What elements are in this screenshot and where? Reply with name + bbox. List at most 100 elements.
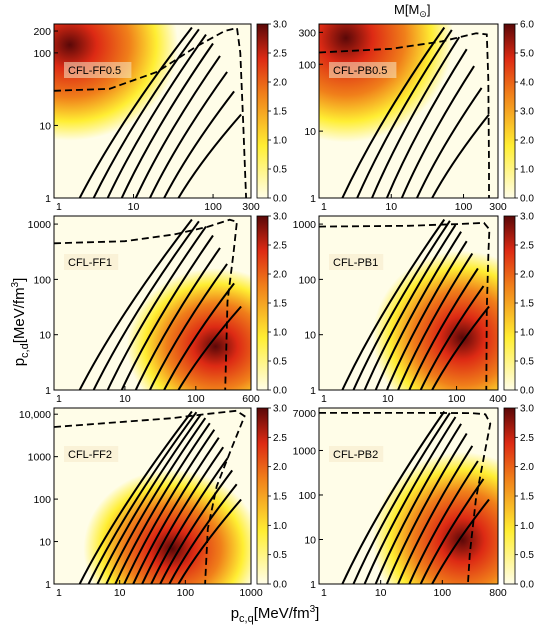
heatmap-field: [54, 216, 251, 390]
contour-line: [105, 417, 207, 584]
contour-line: [148, 71, 228, 198]
contour-line: [120, 234, 214, 390]
panel-label: CFL-PB1: [333, 257, 378, 269]
colorbar-tick-label: 0.5: [520, 357, 534, 368]
y-tick-label: 100: [298, 274, 316, 286]
colorbar: [256, 23, 269, 199]
colorbar-tick-label: 2.5: [273, 433, 287, 444]
contour-line: [341, 410, 446, 584]
panel-cfl-ff2: CFL-FF2 1 10 100 1000 1 10 100 1000 10,000 0.0 0.5 1…: [19, 404, 287, 600]
colorbar-tick-label: 5.0: [520, 49, 534, 60]
colorbar-tick-label: 0.5: [520, 550, 534, 561]
contour-line: [177, 498, 242, 584]
colorbar-tick-label: 3.0: [273, 212, 287, 223]
colorbar-tick-label: 1.0: [520, 328, 534, 339]
contour-line: [150, 457, 229, 584]
x-tick-label: 600: [242, 393, 260, 405]
contour-line: [134, 247, 221, 390]
contour-line: [374, 231, 462, 390]
heatmap-field: [319, 24, 498, 198]
y-tick-label: 1000: [28, 219, 52, 231]
heatmap-field: [54, 24, 251, 198]
dashed-boundary: [54, 26, 247, 198]
colorbar-tick-label: 0.0: [273, 194, 287, 205]
y-tick-label: 1: [310, 579, 316, 591]
panel-cfl-pb2: CFL-PB2 1 10 100 800 1 10 100 1000 7000 0.0 0.5 1.0 1…: [293, 404, 535, 600]
panel-label: CFL-FF0.5: [68, 65, 121, 77]
dashed-boundary: [319, 411, 492, 584]
x-tick-label: 100: [455, 201, 473, 213]
contour-line: [114, 422, 211, 584]
colorbar-tick-label: 3.0: [273, 404, 287, 415]
contour-line: [78, 26, 193, 198]
x-tick-label: 10: [114, 587, 126, 599]
colorbar-tick-label: 1.0: [520, 521, 534, 532]
x-tick-label: 100: [448, 393, 466, 405]
y-tick-label: 1: [45, 385, 51, 397]
contour-line: [419, 478, 485, 584]
contour-line: [159, 469, 234, 584]
plot-frame: [318, 23, 499, 199]
colorbar-title: M[M⊙]: [394, 2, 430, 19]
x-tick-label: 1: [56, 393, 62, 405]
y-tick-label: 1000: [293, 219, 317, 231]
x-tick-label: 10: [128, 201, 140, 213]
contour-line: [134, 55, 221, 198]
panel-label-box: [64, 446, 119, 462]
contour-line: [431, 305, 490, 390]
x-tick-label: 1: [56, 587, 62, 599]
colorbar-tick-label: 6.0: [520, 20, 534, 31]
heatmap-field: [54, 408, 251, 584]
contour-line: [141, 446, 225, 584]
colorbar: [503, 407, 516, 585]
colorbar-tick-label: 0.5: [273, 550, 287, 561]
colorbar-tick-label: 0.0: [520, 386, 534, 397]
contour-line: [363, 416, 457, 584]
y-tick-label: 10,000: [19, 409, 51, 421]
x-axis-label: pc,q[MeV/fm3]: [231, 604, 320, 625]
contour-line: [341, 26, 446, 198]
panel-label-box: [329, 446, 384, 462]
y-axis-label: pc,d[MeV/fm3]: [10, 278, 31, 367]
x-tick-label: 1: [321, 201, 327, 213]
y-tick-label: 100: [33, 494, 51, 506]
x-tick-label: 800: [489, 587, 507, 599]
x-tick-label: 100: [187, 393, 205, 405]
plot-frame: [53, 407, 252, 585]
y-tick-label: 1000: [293, 445, 317, 457]
panel-cfl-ff0-5: CFL-FF0.5 1 10 100 300 1 10 100 200 0.0 0.5 1.0 1.5 2…: [33, 20, 287, 214]
colorbar-tick-label: 2.0: [520, 462, 534, 473]
panel-label: CFL-PB2: [333, 449, 378, 461]
panel-cfl-ff1: CFL-FF1 1 10 100 600 1 10 100 1000 0.0 0.5 1.0 1.5 2.…: [28, 212, 288, 406]
x-tick-label: 100: [177, 587, 195, 599]
contour-line: [431, 498, 490, 584]
y-tick-label: 10: [39, 120, 51, 132]
contour-line: [96, 413, 202, 584]
y-tick-label: 200: [33, 26, 51, 38]
colorbar-tick-label: 2.5: [273, 241, 287, 252]
y-tick-label: 100: [33, 48, 51, 60]
y-tick-label: 1: [310, 385, 316, 397]
dashed-boundary: [54, 218, 238, 390]
colorbar-tick-label: 2.0: [520, 270, 534, 281]
panel-cfl-pb0-5: CFL-PB0.5 1 10 100 300 1 10 100 300 0.0 1.0 2.0 3.0 4…: [298, 20, 534, 214]
contour-line: [363, 224, 457, 390]
panel-cfl-pb1: CFL-PB1 1 10 100 400 1 10 100 1000 0.0 0.5 1.0 1.5 2.…: [293, 212, 535, 406]
colorbar-tick-label: 1.5: [520, 492, 534, 503]
colorbar-tick-label: 0.0: [273, 580, 287, 591]
panel-label-box: [64, 254, 119, 270]
x-tick-label: 10: [382, 393, 394, 405]
colorbar: [503, 215, 516, 391]
colorbar-tick-label: 2.5: [520, 433, 534, 444]
colorbar-tick-label: 1.0: [273, 521, 287, 532]
contour-line: [123, 429, 216, 584]
contour-line: [356, 29, 453, 198]
colorbar-tick-label: 2.0: [273, 462, 287, 473]
colorbar-tick-label: 0.5: [273, 357, 287, 368]
colorbar-tick-label: 0.0: [520, 194, 534, 205]
contour-line: [352, 220, 451, 390]
y-tick-label: 1000: [28, 452, 52, 464]
y-tick-label: 1: [310, 193, 316, 205]
contour-line: [92, 220, 200, 390]
contour-line: [385, 48, 468, 198]
